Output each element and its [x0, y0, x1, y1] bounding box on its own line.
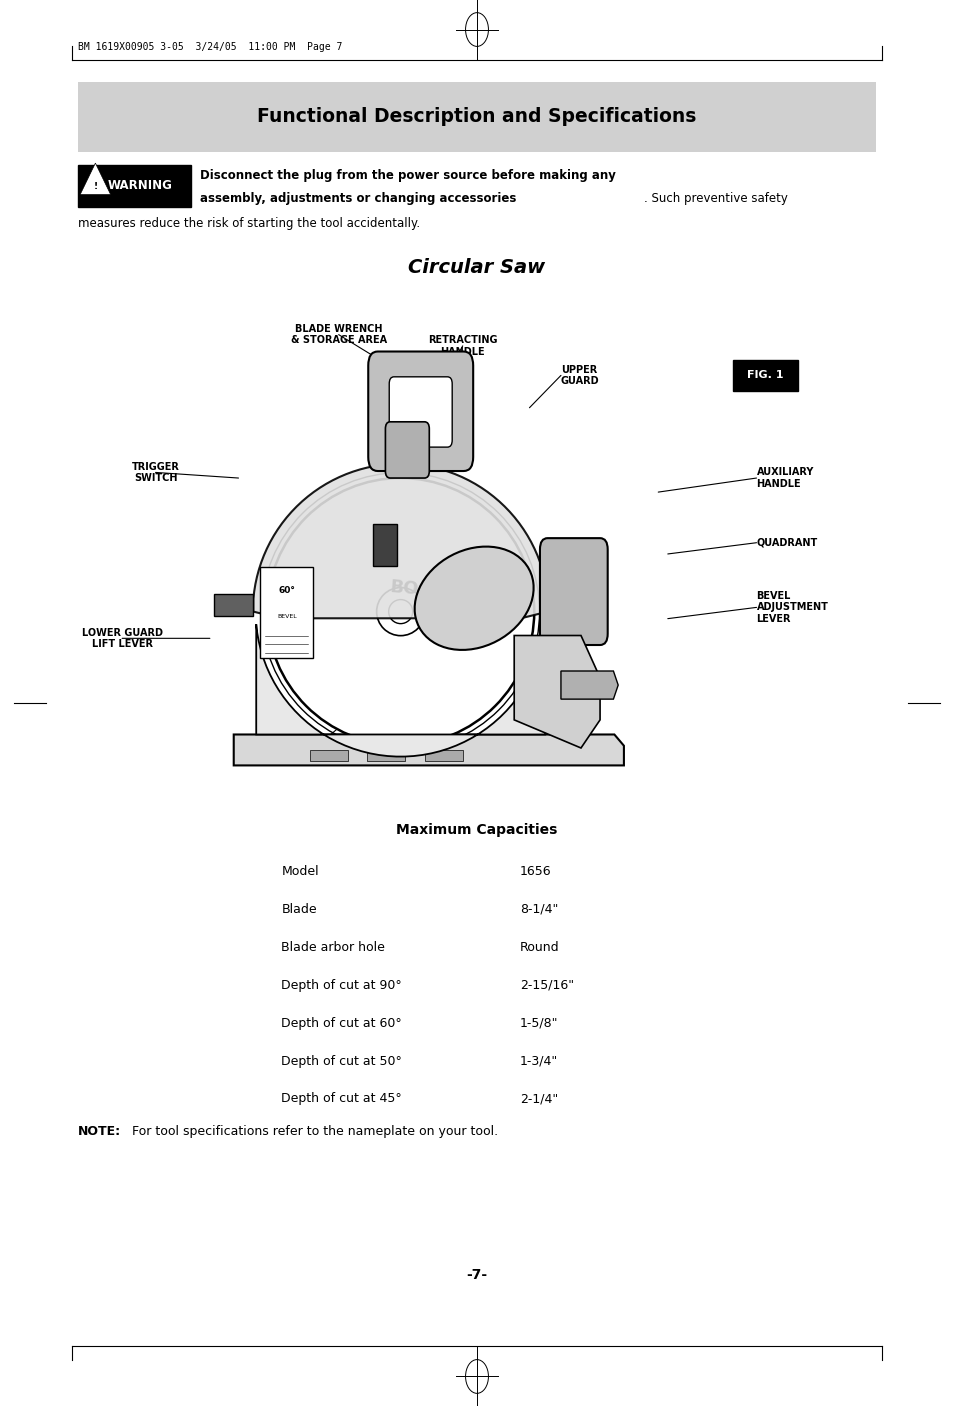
FancyBboxPatch shape [539, 538, 607, 645]
Text: FIG. 1: FIG. 1 [746, 370, 782, 381]
Ellipse shape [267, 478, 534, 745]
FancyBboxPatch shape [389, 377, 452, 447]
Text: BLADE WRENCH
& STORAGE AREA: BLADE WRENCH & STORAGE AREA [291, 323, 386, 346]
Text: TRIGGER
SWITCH: TRIGGER SWITCH [132, 461, 179, 484]
Ellipse shape [388, 599, 413, 624]
Text: assembly, adjustments or changing accessories: assembly, adjustments or changing access… [200, 191, 517, 205]
Text: FOOT: FOOT [515, 747, 545, 758]
Text: BEVEL
ADJUSTMENT
LEVER: BEVEL ADJUSTMENT LEVER [756, 591, 827, 624]
Text: 1656: 1656 [519, 865, 551, 877]
Text: Model: Model [281, 865, 318, 877]
Polygon shape [560, 671, 618, 699]
Text: !: ! [93, 183, 97, 191]
Text: Depth of cut at 45°: Depth of cut at 45° [281, 1092, 402, 1105]
Text: 2-15/16": 2-15/16" [519, 979, 574, 991]
Polygon shape [80, 163, 111, 194]
FancyBboxPatch shape [373, 524, 396, 567]
Ellipse shape [415, 547, 533, 650]
FancyBboxPatch shape [385, 422, 429, 478]
Text: AUXILIARY
HANDLE: AUXILIARY HANDLE [756, 467, 813, 489]
Text: Maximum Capacities: Maximum Capacities [395, 823, 558, 837]
Text: BEVEL: BEVEL [277, 613, 296, 619]
Text: BOSCH: BOSCH [389, 578, 459, 603]
Polygon shape [214, 593, 253, 616]
Text: measures reduce the risk of starting the tool accidentally.: measures reduce the risk of starting the… [78, 217, 420, 231]
Text: Depth of cut at 50°: Depth of cut at 50° [281, 1054, 402, 1067]
Text: 1-5/8": 1-5/8" [519, 1017, 558, 1029]
Text: UPPER
GUARD: UPPER GUARD [560, 364, 598, 387]
Text: LOWER GUARD
LIFT LEVER: LOWER GUARD LIFT LEVER [82, 627, 162, 650]
Text: RETRACTING
HANDLE: RETRACTING HANDLE [428, 335, 497, 357]
Bar [424, 749, 462, 761]
Text: NOTE:: NOTE: [78, 1125, 121, 1139]
Text: Functional Description and Specifications: Functional Description and Specification… [257, 107, 696, 127]
Text: Blade arbor hole: Blade arbor hole [281, 941, 385, 953]
Text: QUADRANT: QUADRANT [756, 537, 817, 548]
FancyBboxPatch shape [732, 360, 797, 391]
Text: 2-1/4": 2-1/4" [519, 1092, 558, 1105]
Ellipse shape [376, 588, 424, 636]
Text: Round: Round [519, 941, 559, 953]
Text: LOWER
GUARD: LOWER GUARD [291, 741, 329, 763]
Text: . Such preventive safety: . Such preventive safety [643, 191, 787, 205]
Polygon shape [256, 624, 544, 756]
Bar [260, 567, 313, 658]
Text: WARNING: WARNING [108, 179, 172, 193]
Text: BM 1619X00905 3-05  3/24/05  11:00 PM  Page 7: BM 1619X00905 3-05 3/24/05 11:00 PM Page… [78, 42, 342, 52]
Text: Disconnect the plug from the power source before making any: Disconnect the plug from the power sourc… [200, 169, 616, 183]
Text: Circular Saw: Circular Saw [408, 257, 545, 277]
Polygon shape [233, 734, 623, 765]
Bar [367, 749, 405, 761]
FancyBboxPatch shape [78, 165, 191, 207]
FancyBboxPatch shape [368, 352, 473, 471]
Bar [310, 749, 348, 761]
Text: Depth of cut at 90°: Depth of cut at 90° [281, 979, 402, 991]
Text: 60°: 60° [278, 586, 295, 595]
Polygon shape [514, 636, 599, 748]
Text: 8-1/4": 8-1/4" [519, 903, 558, 915]
Text: -7-: -7- [466, 1268, 487, 1282]
Text: Blade: Blade [281, 903, 316, 915]
Text: For tool specifications refer to the nameplate on your tool.: For tool specifications refer to the nam… [128, 1125, 497, 1139]
Text: Depth of cut at 60°: Depth of cut at 60° [281, 1017, 402, 1029]
Polygon shape [253, 464, 547, 619]
FancyBboxPatch shape [78, 82, 875, 152]
Text: 1-3/4": 1-3/4" [519, 1054, 558, 1067]
